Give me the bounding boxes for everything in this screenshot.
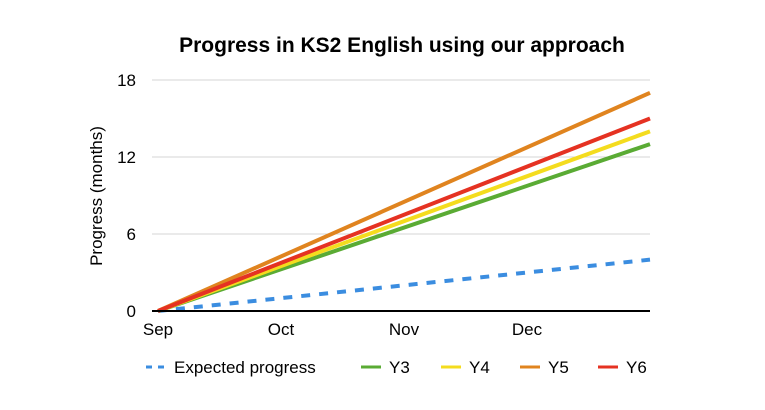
chart-title: Progress in KS2 English using our approa…	[179, 34, 625, 57]
y-tick-label: 18	[117, 71, 136, 90]
legend-label: Expected progress	[174, 358, 316, 377]
series-line-y3	[157, 142, 651, 313]
gridlines	[152, 79, 650, 235]
legend-label: Y4	[469, 358, 490, 377]
x-tick-label: Sep	[143, 320, 173, 339]
y-axis-label: Progress (months)	[87, 126, 106, 266]
y-tick-label: 12	[117, 148, 136, 167]
y-tick-label: 0	[127, 302, 136, 321]
x-tick-label: Oct	[268, 320, 295, 339]
y-tick-label: 6	[127, 225, 136, 244]
x-tick-labels: Sep Oct Nov Dec	[143, 320, 543, 339]
legend: Expected progress Y3 Y4 Y5 Y6	[146, 358, 647, 377]
legend-label: Y3	[389, 358, 410, 377]
x-tick-label: Dec	[512, 320, 543, 339]
series-lines	[157, 91, 651, 313]
x-tick-label: Nov	[389, 320, 420, 339]
y-tick-labels: 0 6 12 18	[117, 71, 136, 321]
series-line-y5	[157, 91, 651, 313]
legend-label: Y6	[626, 358, 647, 377]
legend-label: Y5	[548, 358, 569, 377]
series-line-y6	[157, 116, 651, 313]
